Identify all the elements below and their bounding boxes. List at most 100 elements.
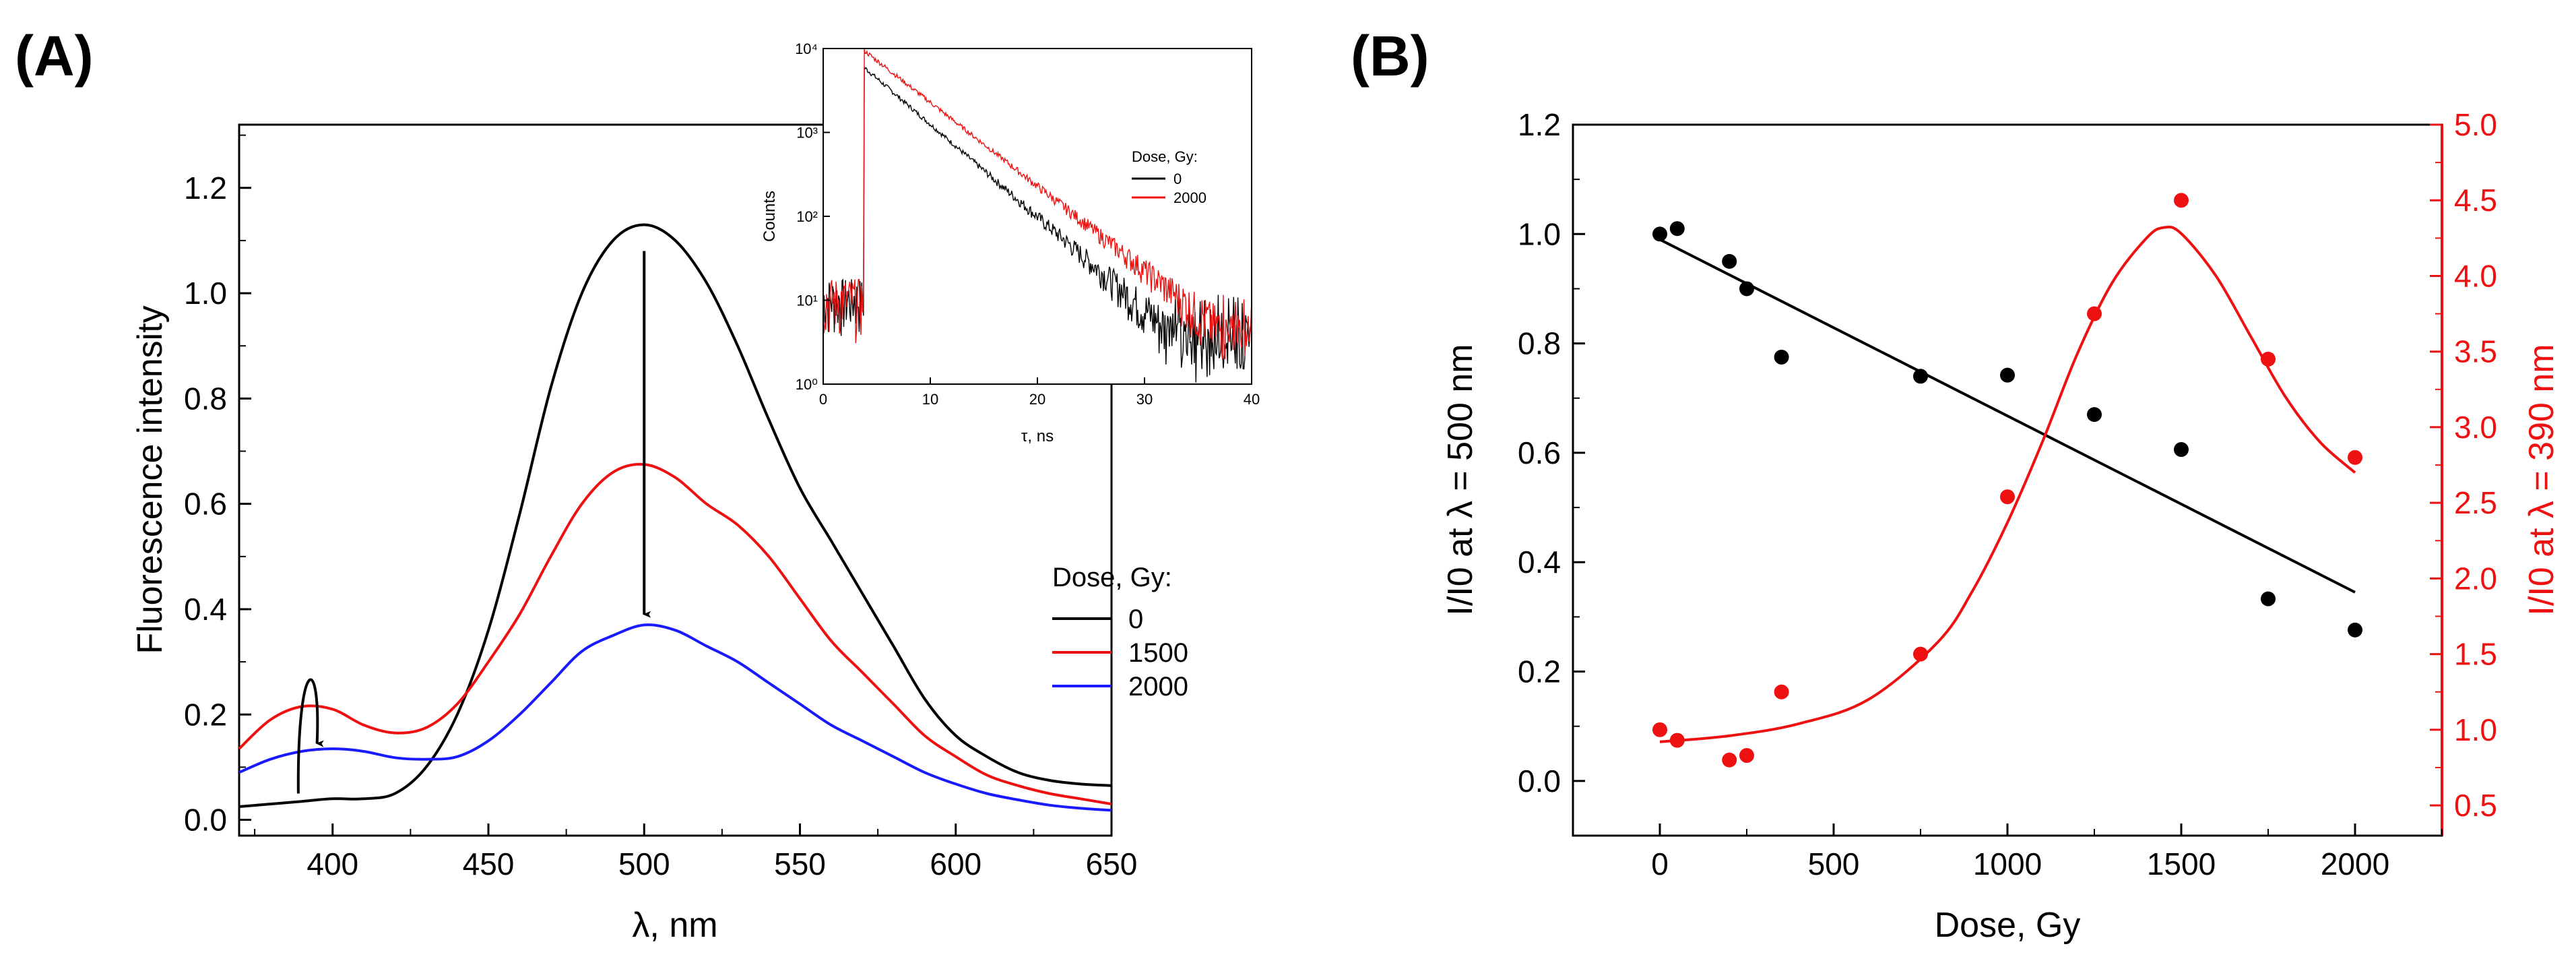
series-line-dose-2000: [238, 623, 1112, 812]
b-y2tick-label: 0.5: [2454, 788, 2497, 823]
a-xtick-label: 450: [463, 846, 515, 881]
inset-legend: Dose, Gy: 0 2000: [1132, 148, 1206, 206]
inset-decay-dose-2000: [823, 49, 1252, 359]
a-ytick-label: 0.2: [184, 697, 227, 732]
point-390nm: [1774, 684, 1789, 700]
b-xtick-label: 500: [1808, 846, 1860, 881]
b-y2tick-label: 3.5: [2454, 334, 2497, 369]
inset-decay-dose-0: [823, 67, 1252, 383]
point-390nm: [2000, 489, 2015, 505]
point-500nm: [2087, 407, 2102, 423]
b-y2tick-label: 4.0: [2454, 258, 2497, 293]
point-500nm: [1774, 349, 1789, 365]
inset-ytick-label: 10³: [796, 125, 818, 142]
inset-chart: 0 10 20 30 40 10⁰ 10¹ 10² 10³ 10⁴ τ, ns Counts Do…: [761, 40, 1260, 445]
inset-xtick-label: 20: [1029, 391, 1045, 408]
legend-a-entry-0: 0: [1128, 604, 1143, 634]
legend-a-entry-1500: 1500: [1128, 638, 1188, 668]
b-ytick-label: 0.0: [1518, 764, 1561, 799]
b-ytick-label: 1.0: [1518, 216, 1561, 251]
point-500nm: [2174, 442, 2189, 458]
point-390nm: [1739, 748, 1754, 764]
point-500nm: [1669, 221, 1685, 237]
b-ytick-label: 0.2: [1518, 654, 1561, 689]
point-500nm: [1722, 253, 1737, 269]
series-line-dose-1500: [238, 462, 1112, 806]
chart-b-ylabel: I/I0 at λ = 500 nm: [1441, 344, 1480, 615]
point-390nm: [1913, 646, 1928, 662]
fit-line-500nm: [1659, 238, 2356, 594]
legend-a-entry-2000: 2000: [1128, 672, 1188, 702]
b-ytick-label: 1.2: [1518, 107, 1561, 142]
point-500nm: [1652, 226, 1667, 242]
point-390nm: [1652, 722, 1667, 737]
b-xtick-label: 0: [1651, 846, 1669, 881]
panel-b-label: (B): [1351, 24, 1429, 88]
a-xtick-label: 650: [1086, 846, 1138, 881]
a-ytick-label: 0.0: [184, 803, 227, 838]
chart-a-frame: [238, 123, 1113, 837]
a-xtick-label: 550: [774, 846, 826, 881]
inset-legend-title: Dose, Gy:: [1132, 148, 1198, 165]
b-y2tick-label: 1.5: [2454, 637, 2497, 672]
point-390nm: [2348, 449, 2362, 465]
fit-curve-390nm: [1659, 225, 2356, 743]
inset-ylabel: Counts: [761, 191, 779, 242]
chart-a-legend: Dose, Gy: 0 1500 2000: [1052, 563, 1188, 702]
b-y2tick-label: 4.5: [2454, 183, 2497, 218]
a-xtick-label: 500: [618, 846, 670, 881]
chart-b-xlabel: Dose, Gy: [1935, 906, 2081, 945]
b-y2tick-label: 1.0: [2454, 712, 2497, 747]
inset-series: [823, 49, 1252, 383]
a-ytick-label: 0.8: [184, 381, 227, 416]
b-y2tick-label: 3.0: [2454, 410, 2497, 445]
a-ytick-label: 1.2: [184, 170, 227, 206]
chart-a-ylabel: Fluorescence intensity: [131, 305, 170, 654]
inset-ytick-label: 10⁴: [795, 40, 818, 57]
point-500nm: [2000, 367, 2015, 383]
chart-b: 0 500 1000 1500 2000 0.0 0.2 0.4 0.6 0.8 1.0 1.2 0.5…: [1441, 107, 2561, 945]
point-390nm: [1722, 752, 1737, 768]
chart-a-series: [238, 223, 1112, 812]
b-xtick-label: 1000: [1973, 846, 2042, 881]
b-xtick-label: 2000: [2321, 846, 2389, 881]
a-ytick-label: 0.4: [184, 592, 227, 627]
inset-background: [823, 49, 1252, 384]
b-y2tick-label: 2.5: [2454, 485, 2497, 520]
inset-xlabel: τ, ns: [1021, 427, 1054, 445]
b-y2tick-label: 5.0: [2454, 107, 2497, 142]
inset-legend-entry-0: 0: [1173, 170, 1182, 187]
b-y2tick-label: 2.0: [2454, 561, 2497, 596]
point-390nm: [2087, 306, 2102, 321]
a-ytick-label: 1.0: [184, 276, 227, 311]
inset-ytick-label: 10¹: [796, 292, 818, 309]
point-390nm: [2261, 351, 2276, 367]
b-xtick-label: 1500: [2147, 846, 2216, 881]
inset-xtick-label: 10: [922, 391, 938, 408]
chart-b-y2label: I/I0 at λ = 390 nm: [2522, 344, 2561, 615]
b-ytick-label: 0.8: [1518, 326, 1561, 361]
inset-ytick-label: 10²: [796, 208, 818, 225]
chart-a-xlabel: λ, nm: [632, 906, 717, 945]
inset-legend-entry-2000: 2000: [1173, 189, 1206, 206]
inset-xtick-label: 0: [819, 391, 827, 408]
point-500nm: [2348, 622, 2362, 638]
curved-arrow: [296, 678, 324, 794]
series-line-dose-0: [238, 223, 1112, 808]
point-500nm: [2261, 591, 2276, 607]
a-xtick-label: 600: [930, 846, 981, 881]
panel-a-label: (A): [15, 24, 94, 88]
point-500nm: [1913, 369, 1928, 384]
chart-b-series: [1652, 193, 2362, 768]
b-ytick-label: 0.6: [1518, 435, 1561, 470]
point-390nm: [1669, 733, 1685, 748]
a-ytick-label: 0.6: [184, 487, 227, 522]
inset-xtick-label: 40: [1244, 391, 1260, 408]
point-390nm: [2174, 193, 2189, 208]
chart-b-frame: [1572, 123, 2443, 837]
b-ytick-label: 0.4: [1518, 545, 1561, 580]
legend-a-title: Dose, Gy:: [1052, 563, 1172, 592]
point-500nm: [1739, 281, 1754, 297]
inset-ytick-label: 10⁰: [796, 376, 818, 393]
